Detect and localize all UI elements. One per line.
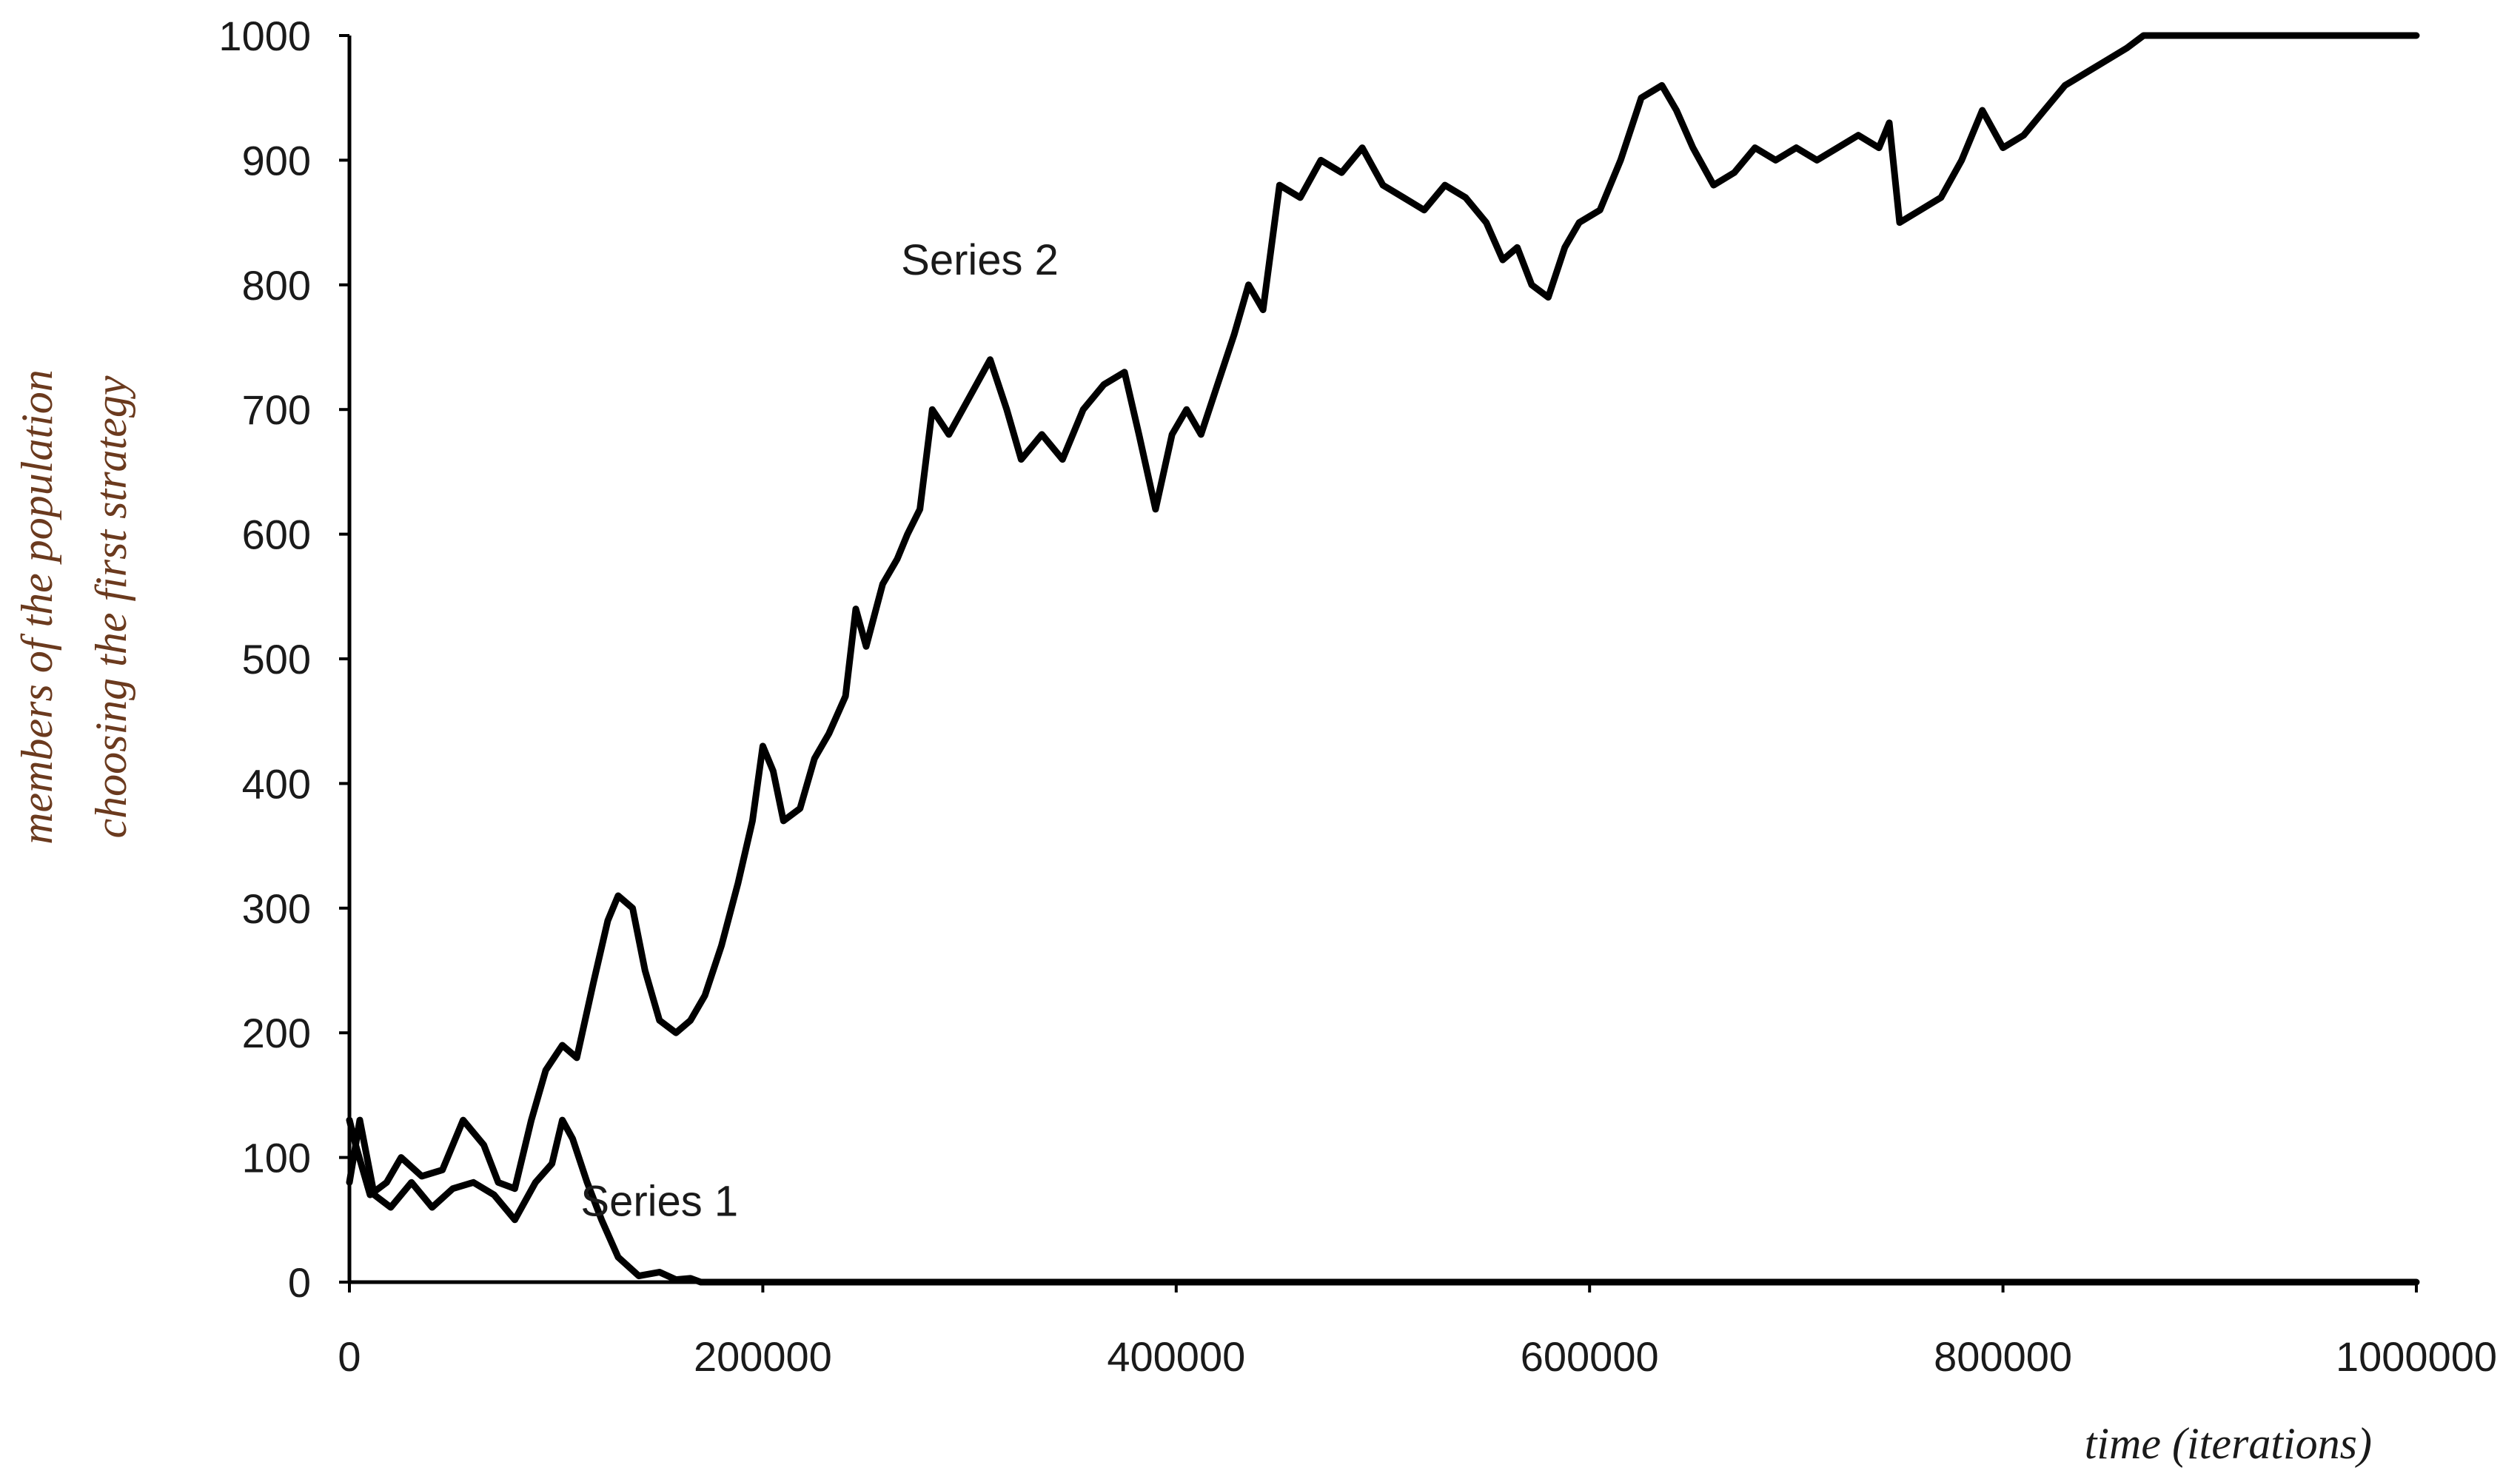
series-annotation-label: Series 1 — [580, 1178, 738, 1226]
y-tick-label: 500 — [242, 636, 311, 683]
y-axis-title: members of the population choosing the f… — [13, 369, 135, 845]
y-tick-label: 100 — [242, 1135, 311, 1181]
y-axis-ticks: 0 100 200 300 400 500 600 700 800 900 1000 — [218, 13, 349, 1306]
x-tick-label: 1000000 — [2336, 1333, 2497, 1380]
x-axis-title: time (iterations) — [2085, 1419, 2372, 1468]
y-tick-label: 200 — [242, 1010, 311, 1056]
y-axis-title-line-1: members of the population — [13, 369, 61, 845]
series-2-line — [346, 32, 2420, 1198]
x-axis-ticks: 0 200000 400000 600000 800000 1000000 — [338, 1282, 2497, 1380]
y-tick-label: 600 — [242, 512, 311, 558]
y-axis-title-line-2: choosing the first strategy — [87, 375, 135, 838]
y-tick-label: 700 — [242, 386, 311, 433]
y-tick-label: 300 — [242, 885, 311, 932]
series-annotations: Series 2 Series 1 — [580, 236, 1059, 1225]
y-tick-label: 400 — [242, 760, 311, 807]
y-tick-label: 800 — [242, 262, 311, 309]
y-tick-label: 0 — [288, 1259, 311, 1306]
x-tick-label: 200000 — [694, 1333, 832, 1380]
x-tick-label: 400000 — [1107, 1333, 1245, 1380]
y-tick-label: 900 — [242, 137, 311, 184]
x-tick-label: 0 — [338, 1333, 361, 1380]
x-tick-label: 600000 — [1521, 1333, 1659, 1380]
series-annotation-label: Series 2 — [901, 236, 1059, 284]
x-tick-label: 800000 — [1934, 1333, 2072, 1380]
series-lines — [346, 32, 2420, 1286]
y-tick-label: 1000 — [218, 13, 311, 59]
series-1-line — [346, 1116, 2420, 1286]
